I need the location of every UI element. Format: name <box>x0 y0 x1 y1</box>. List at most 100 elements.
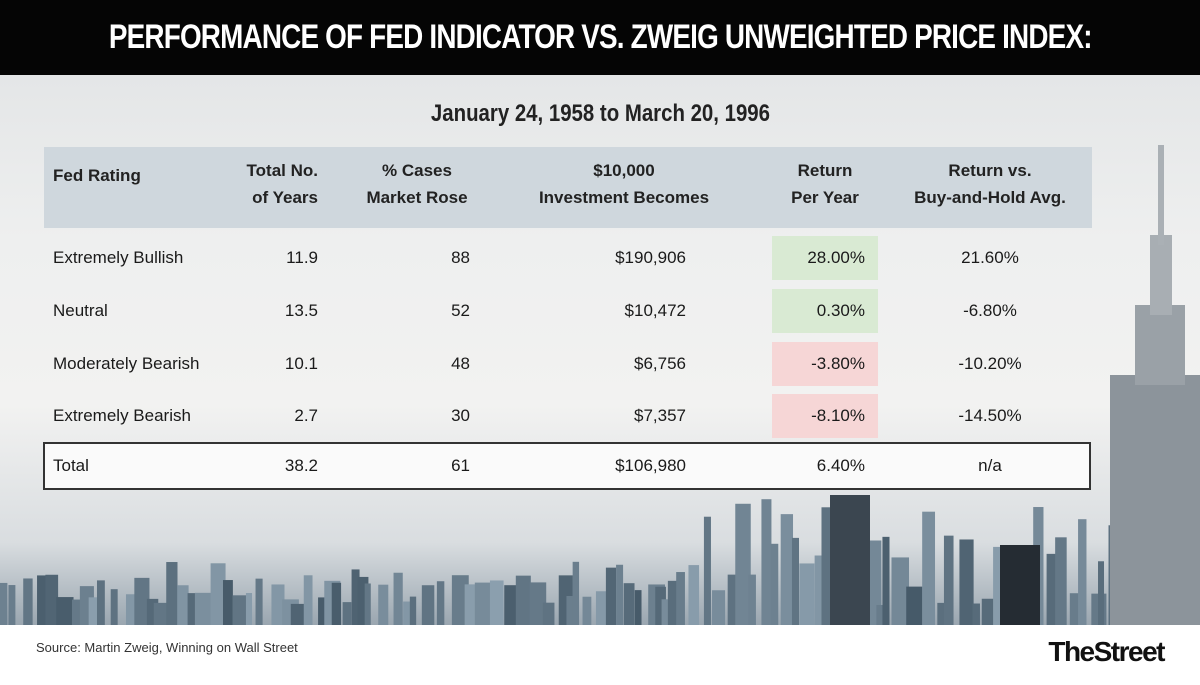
building <box>572 561 580 625</box>
building <box>780 514 794 625</box>
building <box>906 586 923 625</box>
building <box>676 572 685 625</box>
column-header: Per Year <box>791 188 859 207</box>
building <box>799 563 815 625</box>
building <box>1069 593 1081 625</box>
building <box>409 596 417 625</box>
building <box>655 586 666 625</box>
building <box>882 536 890 625</box>
building <box>45 574 59 625</box>
building <box>37 575 50 625</box>
building <box>88 597 101 625</box>
building <box>605 567 617 625</box>
building <box>1055 537 1067 625</box>
table-cell: Moderately Bearish <box>53 354 200 373</box>
building <box>1098 561 1105 625</box>
building <box>993 546 1001 625</box>
negative-highlight <box>772 342 878 386</box>
footer <box>0 625 1200 685</box>
building <box>566 595 577 625</box>
building <box>232 595 247 625</box>
table-cell: Extremely Bearish <box>53 406 191 425</box>
tower-spire <box>1158 145 1164 245</box>
building <box>403 601 411 625</box>
column-header: Return vs. <box>948 161 1032 180</box>
subtitle: January 24, 1958 to March 20, 1996 <box>430 100 770 127</box>
building <box>153 602 168 625</box>
table-cell: 0.30% <box>816 301 865 320</box>
building <box>331 582 342 625</box>
building <box>616 564 624 625</box>
building <box>271 584 285 625</box>
table-cell: 52 <box>451 301 470 320</box>
positive-highlight <box>772 236 878 280</box>
building <box>582 596 592 625</box>
total-cell: 61 <box>451 456 470 475</box>
building <box>222 580 233 625</box>
column-header: Investment Becomes <box>538 188 710 207</box>
building <box>489 580 504 625</box>
building <box>821 507 831 625</box>
building <box>23 578 33 625</box>
title-bar: PERFORMANCE OF FED INDICATOR VS. ZWEIG U… <box>0 0 1200 75</box>
building <box>378 584 389 625</box>
building <box>303 575 313 625</box>
building <box>830 495 870 625</box>
building <box>393 572 403 625</box>
building <box>891 557 910 625</box>
table-cell: $10,472 <box>624 301 686 320</box>
building <box>146 598 159 625</box>
tower <box>1110 375 1200 625</box>
building <box>194 592 212 625</box>
table-cell: -6.80% <box>963 301 1017 320</box>
building <box>1078 519 1087 625</box>
total-cell: $106,980 <box>615 456 686 475</box>
building <box>125 594 138 625</box>
table-cell: 48 <box>451 354 470 373</box>
building <box>735 503 751 625</box>
building <box>791 537 800 625</box>
source-note: Source: Martin Zweig, Winning on Wall St… <box>36 640 298 655</box>
building <box>981 598 994 625</box>
table-cell: 10.1 <box>284 354 318 373</box>
building <box>351 569 360 625</box>
table-cell: -8.10% <box>811 406 865 425</box>
building <box>634 590 642 625</box>
table-cell: -14.50% <box>958 406 1022 425</box>
thestreet-logo: TheStreet <box>1048 636 1165 667</box>
building <box>542 602 555 625</box>
table-cell: 21.60% <box>961 248 1019 267</box>
building <box>943 535 954 625</box>
table-cell: 30 <box>451 406 470 425</box>
table-header <box>44 147 1092 228</box>
table-cell: 11.9 <box>286 248 318 267</box>
building <box>1000 545 1040 625</box>
table-cell: -3.80% <box>811 354 865 373</box>
building <box>667 580 679 625</box>
building <box>96 580 105 625</box>
table-cell: 28.00% <box>807 248 865 267</box>
building <box>712 590 726 625</box>
column-header: Fed Rating <box>53 166 141 185</box>
table-cell: $7,357 <box>634 406 686 425</box>
building <box>959 539 974 625</box>
building <box>290 603 306 625</box>
building <box>869 540 882 625</box>
table-cell: Extremely Bullish <box>53 248 184 267</box>
positive-highlight <box>772 289 878 333</box>
cityscape-image <box>0 145 1200 625</box>
column-header: $10,000 <box>593 161 655 180</box>
building <box>688 565 700 625</box>
column-header: of Years <box>252 188 318 207</box>
building <box>515 575 531 625</box>
building <box>357 576 369 625</box>
building <box>8 585 16 625</box>
column-header: Total No. <box>246 161 318 180</box>
building <box>595 591 610 625</box>
building <box>623 583 635 625</box>
building <box>318 597 326 625</box>
column-header: Return <box>797 161 853 180</box>
building <box>255 578 263 625</box>
page-title: PERFORMANCE OF FED INDICATOR VS. ZWEIG U… <box>108 18 1093 56</box>
column-header: % Cases <box>382 161 452 180</box>
